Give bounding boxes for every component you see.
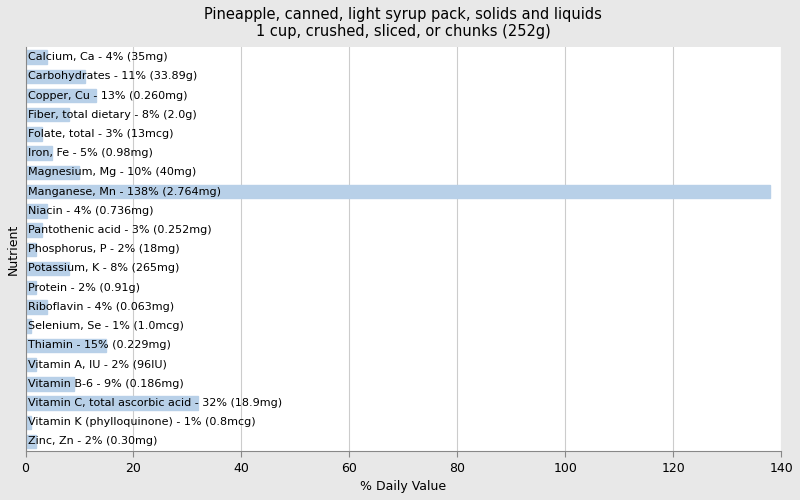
Bar xyxy=(26,416,31,429)
Text: Vitamin B-6 - 9% (0.186mg): Vitamin B-6 - 9% (0.186mg) xyxy=(28,379,184,389)
Bar xyxy=(26,224,42,237)
Text: Folate, total - 3% (13mcg): Folate, total - 3% (13mcg) xyxy=(28,129,174,139)
Bar xyxy=(26,50,47,64)
Text: Magnesium, Mg - 10% (40mg): Magnesium, Mg - 10% (40mg) xyxy=(28,168,197,177)
Text: Copper, Cu - 13% (0.260mg): Copper, Cu - 13% (0.260mg) xyxy=(28,90,188,101)
Y-axis label: Nutrient: Nutrient xyxy=(7,224,20,275)
Text: Riboflavin - 4% (0.063mg): Riboflavin - 4% (0.063mg) xyxy=(28,302,174,312)
Bar xyxy=(26,146,53,160)
Text: Selenium, Se - 1% (1.0mcg): Selenium, Se - 1% (1.0mcg) xyxy=(28,321,184,331)
Text: Vitamin A, IU - 2% (96IU): Vitamin A, IU - 2% (96IU) xyxy=(28,360,167,370)
Text: Protein - 2% (0.91g): Protein - 2% (0.91g) xyxy=(28,282,140,292)
Text: Vitamin C, total ascorbic acid - 32% (18.9mg): Vitamin C, total ascorbic acid - 32% (18… xyxy=(28,398,282,408)
Text: Iron, Fe - 5% (0.98mg): Iron, Fe - 5% (0.98mg) xyxy=(28,148,153,158)
Text: Carbohydrates - 11% (33.89g): Carbohydrates - 11% (33.89g) xyxy=(28,72,198,82)
Text: Phosphorus, P - 2% (18mg): Phosphorus, P - 2% (18mg) xyxy=(28,244,180,254)
Bar xyxy=(26,300,47,314)
Text: Pantothenic acid - 3% (0.252mg): Pantothenic acid - 3% (0.252mg) xyxy=(28,225,212,235)
Bar xyxy=(26,358,36,372)
Bar xyxy=(26,377,74,390)
Bar xyxy=(26,185,770,198)
X-axis label: % Daily Value: % Daily Value xyxy=(360,480,446,493)
Bar xyxy=(26,338,106,352)
Text: Niacin - 4% (0.736mg): Niacin - 4% (0.736mg) xyxy=(28,206,154,216)
Bar xyxy=(26,127,42,140)
Text: Fiber, total dietary - 8% (2.0g): Fiber, total dietary - 8% (2.0g) xyxy=(28,110,197,120)
Bar xyxy=(26,70,85,83)
Text: Thiamin - 15% (0.229mg): Thiamin - 15% (0.229mg) xyxy=(28,340,171,350)
Bar xyxy=(26,434,36,448)
Bar xyxy=(26,108,69,122)
Text: Potassium, K - 8% (265mg): Potassium, K - 8% (265mg) xyxy=(28,264,179,274)
Bar xyxy=(26,166,79,179)
Text: Calcium, Ca - 4% (35mg): Calcium, Ca - 4% (35mg) xyxy=(28,52,168,62)
Bar xyxy=(26,204,47,218)
Bar xyxy=(26,242,36,256)
Text: Manganese, Mn - 138% (2.764mg): Manganese, Mn - 138% (2.764mg) xyxy=(28,186,221,196)
Text: Zinc, Zn - 2% (0.30mg): Zinc, Zn - 2% (0.30mg) xyxy=(28,436,158,446)
Bar xyxy=(26,262,69,275)
Bar xyxy=(26,396,198,410)
Text: Vitamin K (phylloquinone) - 1% (0.8mcg): Vitamin K (phylloquinone) - 1% (0.8mcg) xyxy=(28,418,256,428)
Title: Pineapple, canned, light syrup pack, solids and liquids
1 cup, crushed, sliced, : Pineapple, canned, light syrup pack, sol… xyxy=(205,7,602,40)
Bar xyxy=(26,320,31,333)
Bar xyxy=(26,89,96,102)
Bar xyxy=(26,281,36,294)
